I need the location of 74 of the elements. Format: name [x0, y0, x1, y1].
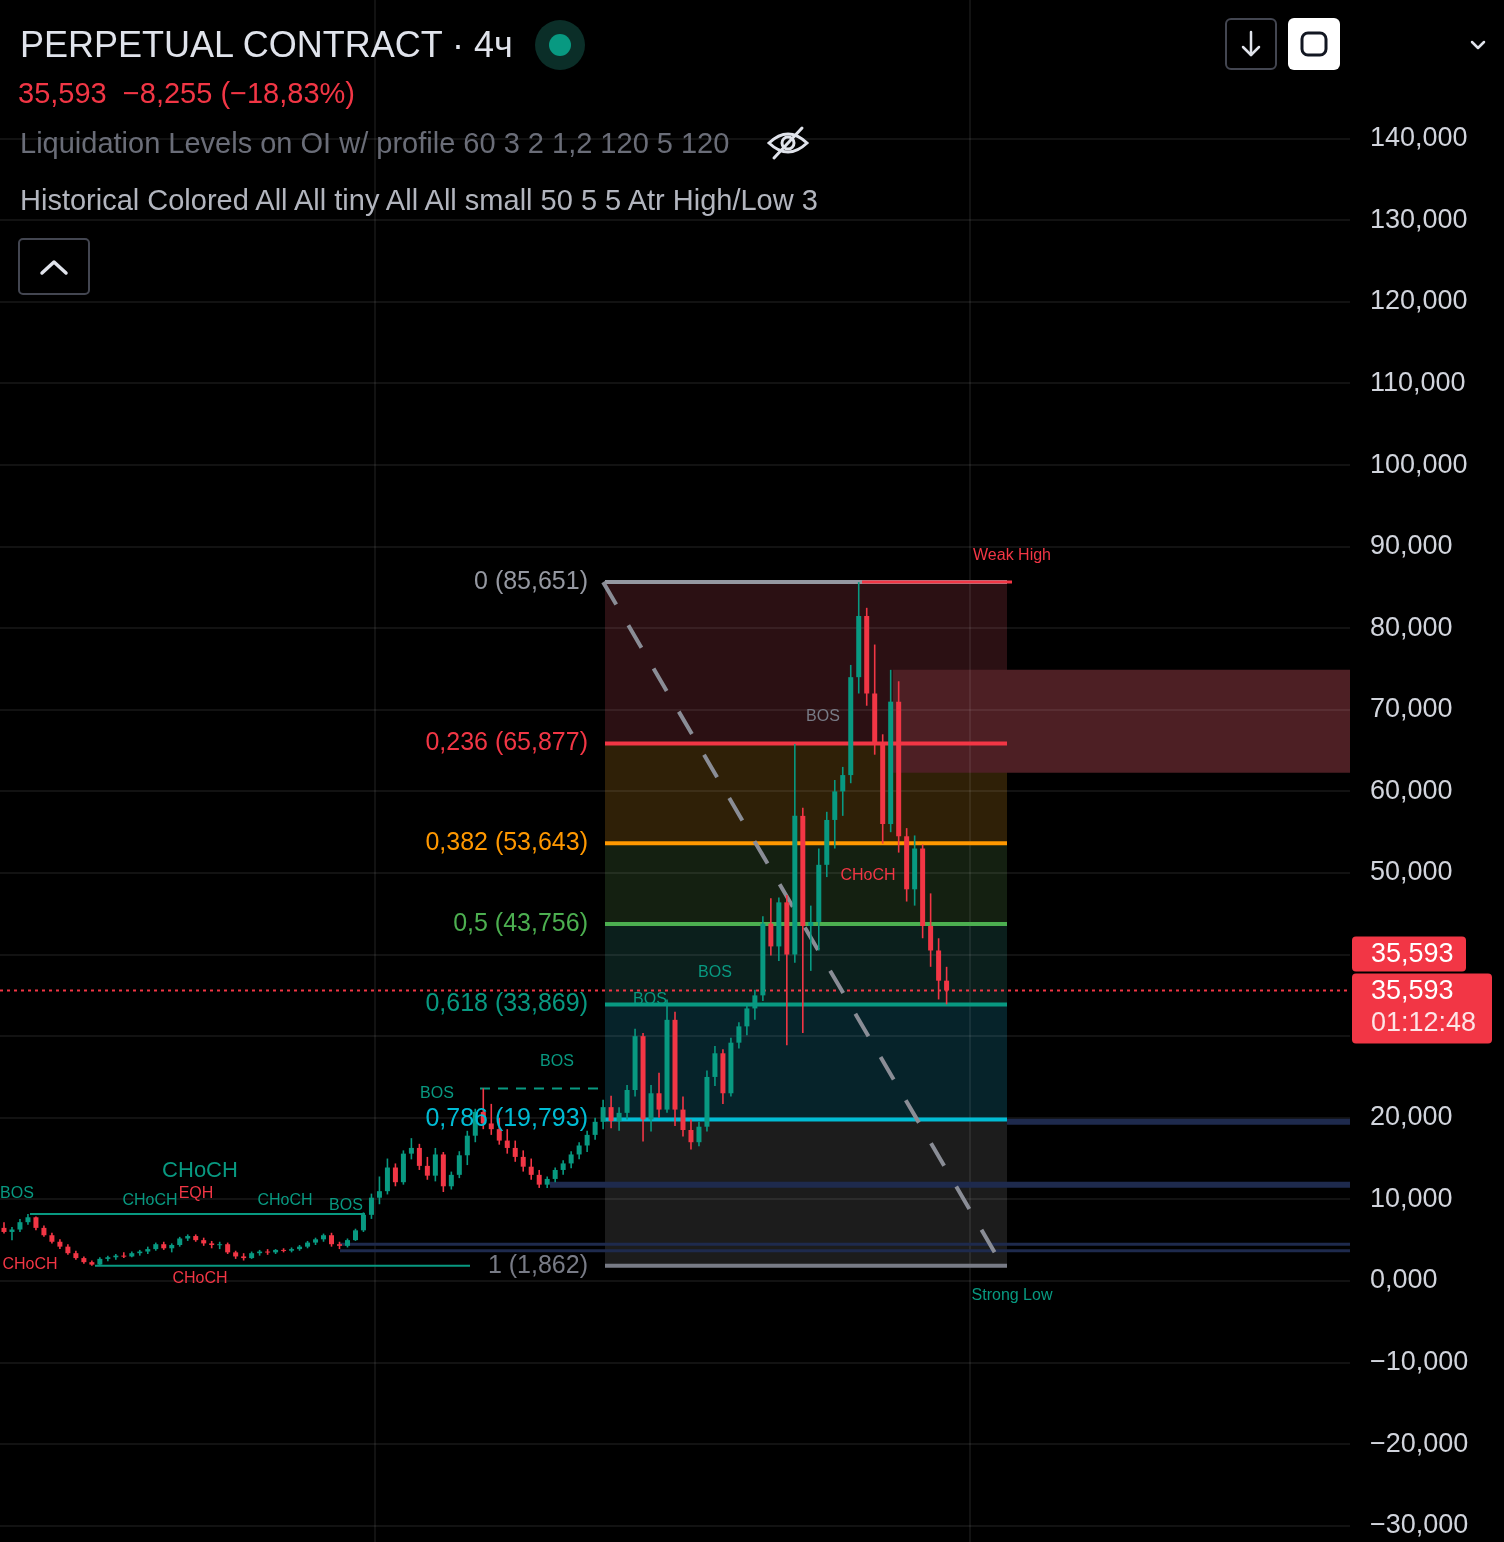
- ref-line-label: 0,236 (65,877): [425, 727, 588, 756]
- candlestick: [592, 1116, 598, 1141]
- candlestick: [121, 1251, 127, 1259]
- candlestick: [840, 766, 846, 817]
- y-tick-label: 140,000: [1370, 122, 1468, 153]
- annotation: BOS: [420, 1084, 454, 1102]
- candlestick: [408, 1137, 414, 1161]
- candlestick: [528, 1157, 534, 1181]
- candlestick: [680, 1095, 686, 1138]
- ref-line-label: 0,382 (53,643): [425, 827, 588, 856]
- candlestick: [656, 1072, 662, 1119]
- y-tick-label: 10,000: [1370, 1182, 1453, 1213]
- ref-line-label: Weak High: [973, 545, 1051, 563]
- y-tick-label: 50,000: [1370, 856, 1453, 887]
- candlestick: [608, 1094, 614, 1130]
- candlestick: [368, 1192, 374, 1220]
- annotation: BOS: [0, 1183, 34, 1201]
- y-tick-label: 0,000: [1370, 1264, 1438, 1295]
- text: 01:12:48: [1371, 1006, 1477, 1037]
- annotation: BOS: [698, 962, 732, 980]
- candlestick: [712, 1045, 718, 1087]
- y-tick-label: 110,000: [1370, 366, 1466, 397]
- candlestick: [512, 1139, 518, 1163]
- annotation: Liquidation Levels on OI w/ profile 60 3 2 1,2 120 5 120: [20, 126, 730, 161]
- y-tick-label: 100,000: [1370, 448, 1468, 479]
- candlestick: [488, 1103, 494, 1136]
- candlestick: [432, 1147, 438, 1183]
- y-tick-label: 80,000: [1370, 611, 1453, 642]
- text: 35,593: [1371, 937, 1454, 968]
- candlestick: [384, 1157, 390, 1196]
- y-tick-label: 130,000: [1370, 203, 1468, 234]
- candlestick: [392, 1162, 398, 1188]
- annotation: CHoCH: [257, 1190, 313, 1208]
- ref-line-label: 1 (1,862): [487, 1249, 588, 1278]
- candlestick: [464, 1130, 470, 1166]
- candlestick: [456, 1150, 462, 1179]
- annotation: Historical Colored All All tiny All All small 50 5 5 Atr High/Low 3: [20, 183, 818, 218]
- candlestick: [688, 1118, 694, 1151]
- candlestick: [616, 1106, 622, 1132]
- candlestick: [600, 1099, 606, 1130]
- text: PERPETUAL CONTRACT · 4ч: [20, 23, 513, 67]
- candlestick: [416, 1143, 422, 1171]
- candlestick: [696, 1121, 702, 1148]
- y-tick-label: 60,000: [1370, 774, 1453, 805]
- annotation: CHoCH: [172, 1269, 228, 1287]
- candlestick: [768, 897, 774, 957]
- candlestick: [624, 1084, 630, 1121]
- annotation: EQH: [178, 1183, 214, 1201]
- candlestick: [376, 1175, 382, 1206]
- candlestick: [808, 904, 814, 972]
- text: 35,593 −8,255 (−18,83%): [18, 76, 355, 111]
- y-tick-label: −20,000: [1370, 1427, 1469, 1458]
- candlestick: [736, 1021, 742, 1050]
- ref-line-label: Strong Low: [971, 1286, 1053, 1304]
- candlestick: [424, 1156, 430, 1181]
- annotation: CHoCH: [122, 1190, 178, 1208]
- y-tick-label: 70,000: [1370, 693, 1453, 724]
- annotation: BOS: [540, 1052, 574, 1070]
- ref-line-label: 0,618 (33,869): [425, 988, 588, 1017]
- candlestick: [584, 1130, 590, 1153]
- y-tick-label: 90,000: [1370, 530, 1453, 561]
- annotation: CHoCH: [2, 1255, 58, 1273]
- y-tick-label: −10,000: [1370, 1345, 1469, 1376]
- annotation: CHoCH: [840, 866, 896, 884]
- ref-line-label: 35,593: [1371, 974, 1454, 1005]
- ref-line-label: 0,5 (43,756): [453, 907, 588, 936]
- annotation: CHoCH: [162, 1157, 238, 1183]
- annotation: BOS: [806, 706, 840, 724]
- ref-line-label: 0 (85,651): [474, 566, 588, 595]
- candlestick: [520, 1149, 526, 1173]
- annotation: BOS: [329, 1195, 363, 1213]
- y-tick-label: 120,000: [1370, 285, 1468, 316]
- y-tick-label: 20,000: [1370, 1101, 1453, 1132]
- y-tick-label: −30,000: [1370, 1509, 1469, 1540]
